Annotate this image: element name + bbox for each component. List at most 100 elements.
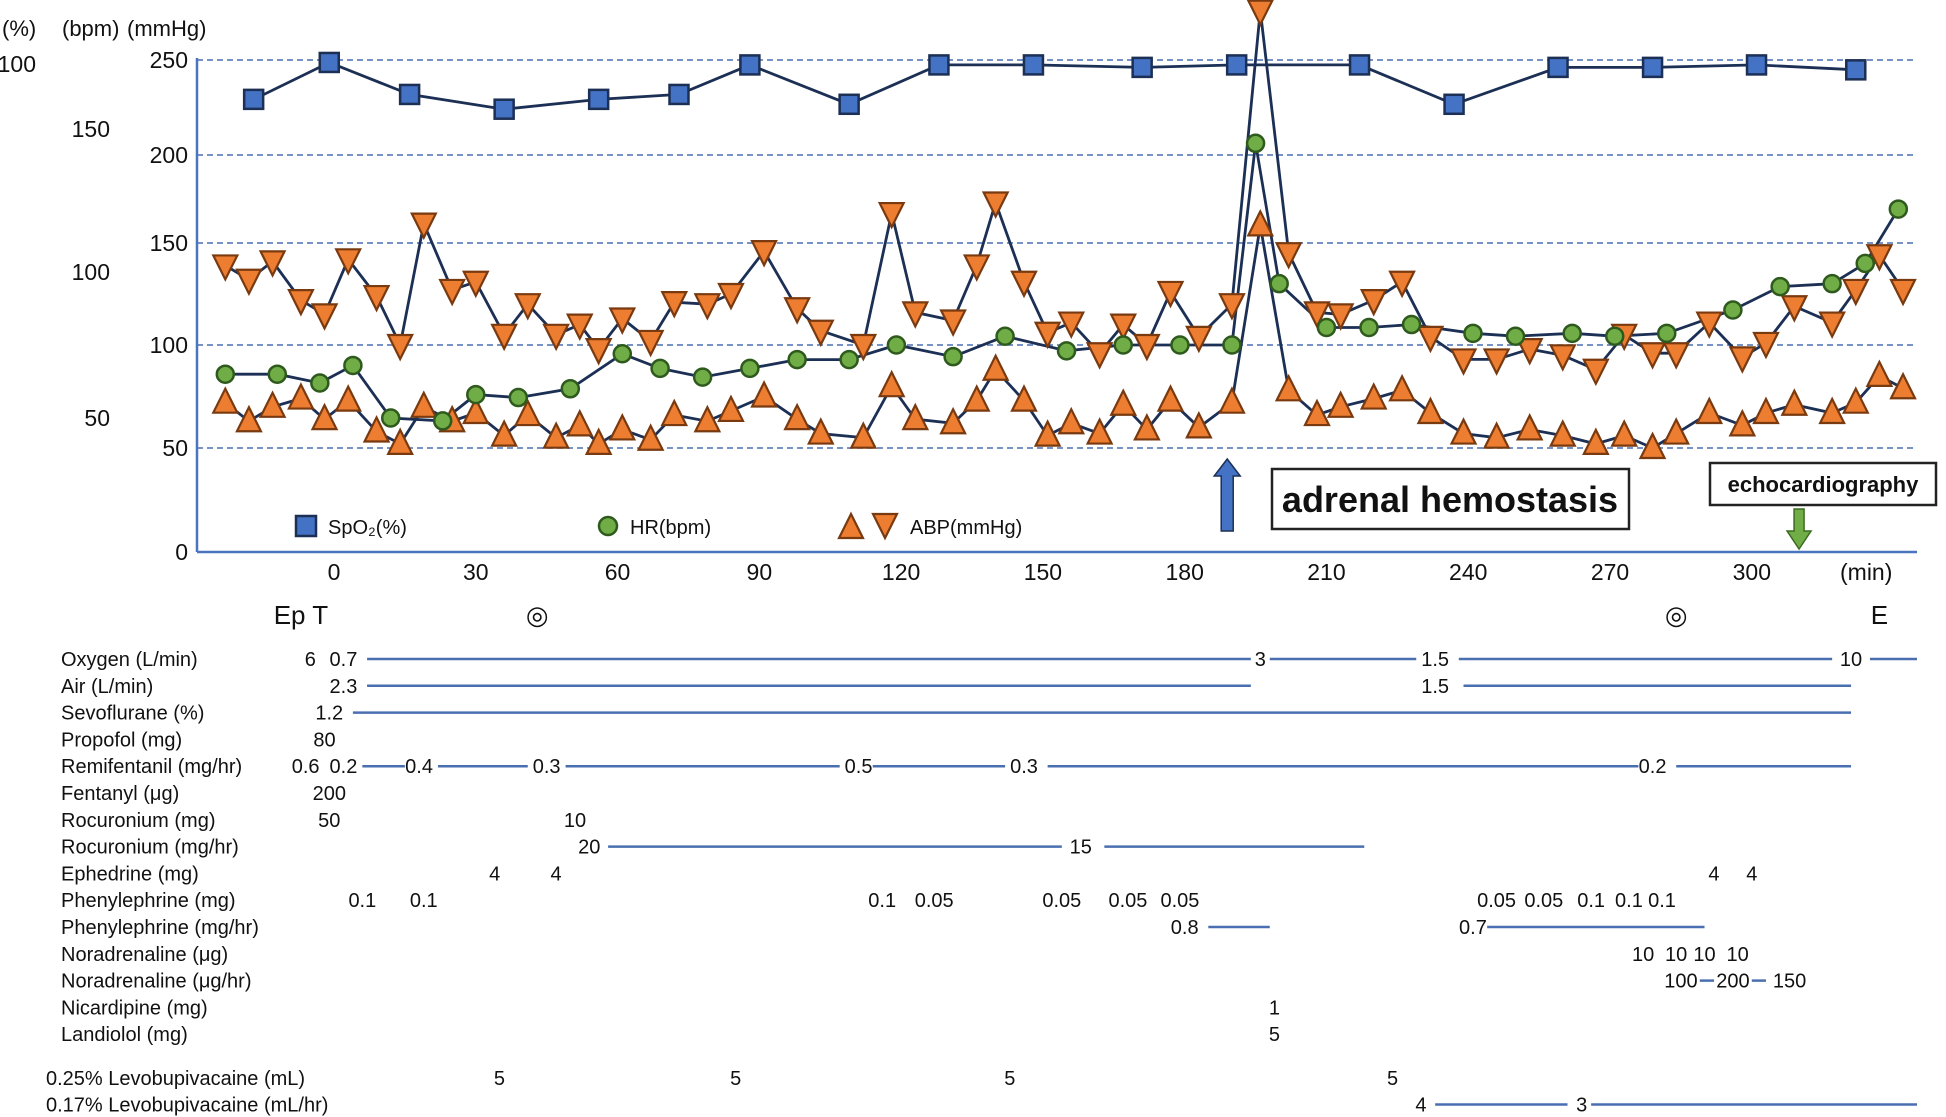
x-tick-label: 150 (1024, 559, 1062, 585)
abp-systolic-point (1156, 280, 1185, 309)
drug-row-label: Propofol (mg) (61, 729, 182, 751)
abp-diastolic-point (1610, 419, 1638, 447)
abp-systolic-point (608, 307, 637, 335)
abp-diastolic-point (1728, 408, 1757, 437)
drug-value: 5 (494, 1068, 505, 1090)
echocardiography-box (1708, 461, 1938, 507)
mmhg-tick-label: 250 (150, 47, 188, 73)
abp-systolic-point (542, 323, 570, 352)
abp-systolic-point (1133, 333, 1161, 362)
abp-diastolic-point (565, 408, 594, 437)
hr-point (215, 364, 236, 384)
abp-systolic-point (1185, 325, 1213, 354)
drug-row-label: Remifentanil (mg/hr) (61, 756, 242, 778)
mmhg-tick-label: 50 (162, 435, 188, 461)
hr-point (1562, 323, 1582, 344)
hr-point (1170, 335, 1190, 355)
drug-value: 200 (1716, 971, 1749, 993)
hr-point (1505, 326, 1526, 346)
event-markers: Ep T ◎ ◎ E (274, 600, 1888, 630)
bpm-tick-label: 50 (84, 405, 110, 431)
drug-value: 50 (318, 810, 340, 832)
hr-point (310, 373, 330, 393)
x-tick-label: 120 (882, 559, 920, 585)
hr-point (1855, 253, 1875, 274)
abp-diastolic-point (783, 402, 811, 431)
spo2-point (1443, 93, 1465, 116)
bpm-tick-label: 150 (72, 116, 110, 142)
bpm-tick-label: 100 (72, 259, 110, 285)
hr-point (343, 355, 363, 376)
x-tick-label: 60 (605, 559, 631, 585)
drug-row: Phenylephrine (mg/hr) 0.8 0.7 (61, 917, 1705, 939)
abp-diastolic-point (287, 382, 315, 410)
percent-tick-label: 100 (0, 51, 36, 77)
drug-value: 1 (1269, 997, 1280, 1019)
event-marker: ◎ (1665, 600, 1688, 630)
drug-row-label: Noradrenaline (μg/hr) (61, 971, 252, 993)
hr-point (839, 349, 859, 370)
abp-systolic-point (565, 313, 594, 342)
abp-diastolic-point (1780, 388, 1809, 416)
hr-point (1056, 341, 1077, 361)
abp-systolic-point (1246, 0, 1274, 28)
event-marker: E (1871, 600, 1888, 630)
x-tick-label: 180 (1165, 559, 1203, 585)
echocardiography-annotation: echocardiography (1708, 461, 1938, 551)
hr-point (1770, 276, 1790, 297)
abp-systolic-point (1388, 270, 1416, 299)
drug-row-label: Ephedrine (mg) (61, 863, 199, 885)
spo2-point (1641, 56, 1664, 79)
abp-systolic-point (1416, 325, 1445, 354)
abp-diastolic-point (1085, 417, 1114, 445)
drug-value: 0.6 (292, 756, 320, 778)
abp-diastolic-point (608, 413, 637, 441)
spo2-point (838, 93, 860, 116)
drug-row-label: Noradrenaline (μg) (61, 944, 228, 966)
abp-systolic-point (1695, 311, 1724, 340)
abp-systolic-point (1752, 331, 1780, 360)
abp-systolic-point (1274, 242, 1303, 270)
abp-systolic-point (1662, 342, 1690, 370)
drug-value: 0.1 (348, 890, 376, 912)
drug-value: 0.3 (1010, 756, 1038, 778)
hr-point (787, 349, 807, 370)
abp-diastolic-point (1156, 384, 1185, 412)
abp-systolic-point (584, 338, 613, 366)
drug-row-label: Nicardipine (mg) (61, 997, 208, 1019)
abp-diastolic-point (258, 390, 287, 418)
abp-diastolic-point (1010, 384, 1038, 412)
abp-systolic-point (1326, 303, 1355, 331)
drug-row: Noradrenaline (μg) 10 10 10 10 (61, 944, 1749, 966)
drug-row-label: Landiolol (mg) (61, 1024, 188, 1046)
abp-systolic-point (1057, 311, 1086, 340)
abp-systolic-point (1865, 244, 1894, 272)
arrow-down-icon (1785, 508, 1813, 551)
spo2-point (1547, 56, 1569, 79)
abp-diastolic-point (1889, 371, 1917, 400)
abp-diastolic-point (1303, 398, 1331, 427)
y-tick-labels: 250 200 150 100 50 0 150 100 50 100 (0, 47, 188, 565)
legend-abp-label: ABP(mmHg) (910, 517, 1022, 539)
abp-diastolic-point (1638, 431, 1667, 460)
abp-diastolic-point (806, 417, 835, 445)
spo2-point (318, 51, 341, 74)
abp-systolic-point (1085, 342, 1114, 370)
drug-value: 0.1 (1615, 890, 1643, 912)
drug-value: 6 (305, 649, 316, 671)
mmhg-tick-label: 200 (150, 142, 188, 168)
drug-value: 10 (1726, 944, 1748, 966)
abp-diastolic-point (410, 390, 438, 418)
abp-systolic-point (1010, 270, 1038, 299)
x-axis-unit-label: (min) (1840, 559, 1892, 585)
abp-systolic-point (1218, 293, 1246, 321)
adrenal-hemostasis-label: adrenal hemostasis (1282, 479, 1618, 520)
abp-systolic-point (1033, 321, 1062, 350)
abp-diastolic-point (1274, 373, 1303, 402)
abp-diastolic-point (462, 396, 490, 425)
abp-diastolic-point (386, 427, 414, 455)
drug-value: 0.2 (1639, 756, 1667, 778)
mmhg-tick-label: 0 (175, 539, 188, 565)
x-tick-label: 30 (463, 559, 489, 585)
drug-row: Fentanyl (μg) 200 (61, 783, 346, 805)
